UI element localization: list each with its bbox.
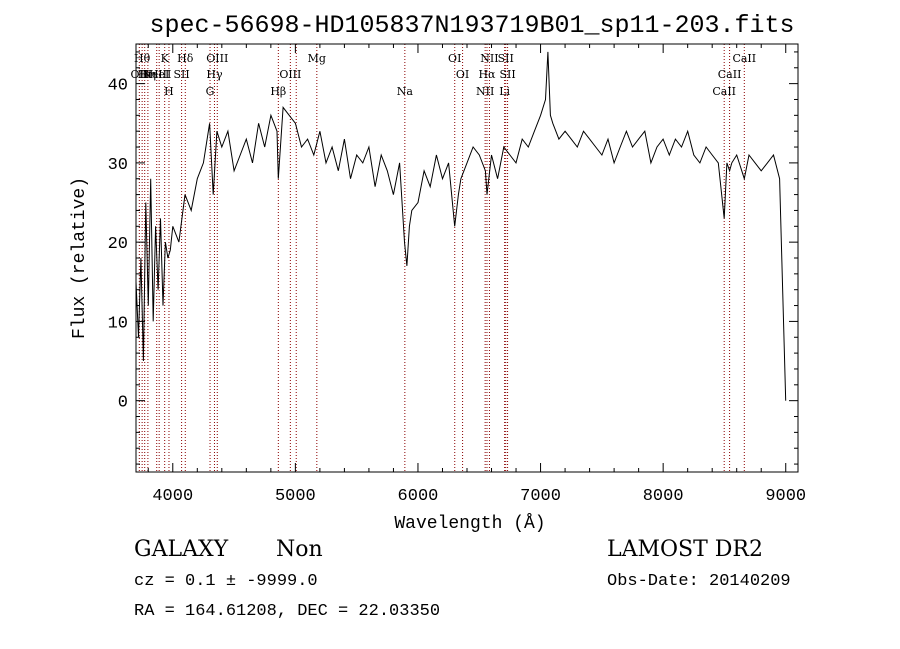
- spectral-line-label: OI: [448, 52, 461, 65]
- spectral-line-label: Hγ: [206, 68, 223, 81]
- ra-dec: RA = 164.61208, DEC = 22.03350: [134, 602, 441, 621]
- spectral-line-label: Li: [499, 85, 510, 98]
- spectral-line-label: SII: [173, 68, 189, 81]
- spectral-line-label: HeI: [149, 68, 169, 81]
- spectral-line-label: Hβ: [270, 85, 286, 98]
- spectrum-chart: spec-56698-HD105837N193719B01_sp11-203.f…: [70, 11, 806, 534]
- spectral-line-label: Hα: [478, 68, 496, 81]
- spectral-line-label: Hη: [140, 68, 156, 81]
- x-tick-label: 7000: [520, 487, 561, 506]
- spectral-line-label: SII: [498, 52, 514, 65]
- redshift-cz: cz = 0.1 ± -9999.0: [134, 572, 318, 591]
- object-class: GALAXY: [134, 537, 229, 562]
- y-tick-label: 30: [108, 156, 128, 175]
- obs-date: Obs-Date: 20140209: [607, 572, 791, 591]
- spectral-line-label: OIII: [206, 52, 228, 65]
- spectral-line-label: SII: [499, 68, 515, 81]
- x-axis-ticks: 4000 5000 6000 7000 8000 9000: [147, 44, 806, 506]
- spectral-line-label: OII: [130, 68, 148, 81]
- spectral-line-label: K: [161, 52, 170, 65]
- spectral-line-label: OIII: [279, 68, 301, 81]
- object-subclass: Non: [276, 537, 323, 562]
- spectral-line-label: NeIII: [142, 68, 171, 81]
- spectral-line-markers: [138, 44, 745, 472]
- y-tick-label: 10: [108, 314, 128, 333]
- spectral-line-label: Hθ: [134, 52, 151, 65]
- x-axis-label: Wavelength (Å): [394, 513, 545, 534]
- spectral-line-label: CaII: [718, 68, 742, 81]
- x-tick-label: 4000: [152, 487, 193, 506]
- spectral-line-label: OI: [456, 68, 469, 81]
- x-tick-label: 9000: [765, 487, 806, 506]
- chart-title: spec-56698-HD105837N193719B01_sp11-203.f…: [149, 11, 794, 40]
- plot-frame: [135, 43, 799, 473]
- y-axis-label: Flux (relative): [70, 177, 90, 339]
- spectral-line-label: NII: [476, 85, 494, 98]
- spectral-line-label: Mg: [308, 52, 326, 65]
- y-tick-label: 0: [118, 394, 128, 413]
- x-tick-label: 8000: [643, 487, 684, 506]
- spectrum-series-line: [135, 51, 787, 401]
- spectral-line-label: CaII: [712, 85, 736, 98]
- spectral-line-label: H: [164, 85, 174, 98]
- survey-name: LAMOST DR2: [607, 537, 763, 562]
- spectral-line-label: Hι: [138, 68, 152, 81]
- x-tick-label: 5000: [275, 487, 316, 506]
- spectral-line-label: G: [206, 85, 215, 98]
- spectral-line-label: NII: [480, 52, 498, 65]
- spectral-line-label: Na: [397, 85, 414, 98]
- y-tick-label: 40: [108, 77, 128, 96]
- y-axis-ticks: 0 10 20 30 40: [108, 51, 798, 465]
- x-tick-label: 6000: [398, 487, 439, 506]
- spectral-line-label: CaII: [732, 52, 756, 65]
- y-tick-label: 20: [108, 235, 128, 254]
- spectral-line-label: Hδ: [177, 52, 194, 65]
